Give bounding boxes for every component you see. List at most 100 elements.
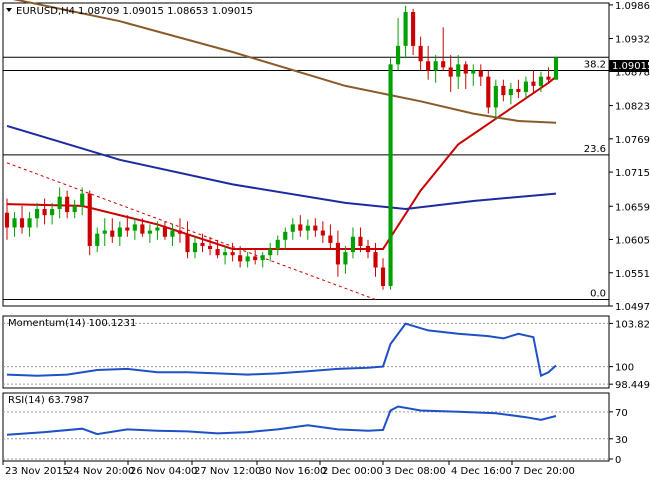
candle-body (147, 230, 152, 234)
candle-body (87, 193, 92, 246)
candle-body (245, 256, 250, 262)
moving-average-line (6, 75, 557, 250)
candle-body (207, 245, 213, 250)
candle-body (388, 64, 393, 286)
momentum-tick-label: 100 (615, 363, 634, 374)
candle-body (298, 224, 303, 231)
candle-body (110, 230, 115, 237)
candle-body (448, 67, 453, 77)
rsi-tick-label: 0 (615, 455, 621, 466)
candle-body (19, 218, 25, 228)
time-tick-label: 26 Nov 04:00 (130, 466, 197, 477)
candle-body (523, 81, 528, 93)
price-tick-label: 1.06595 (615, 202, 650, 213)
fib-level-label: 38.2 (584, 59, 606, 70)
candle-body (117, 227, 122, 237)
moving-average-line (6, 124, 557, 211)
chart-title: EURUSD,H4 (16, 6, 75, 17)
candle-body (433, 61, 438, 71)
fib-level-label: 0.0 (590, 289, 606, 300)
candle-body (72, 205, 77, 213)
candle-body (57, 196, 62, 210)
candle-body (238, 255, 243, 262)
candle-body (373, 252, 378, 268)
candle-body (411, 12, 416, 46)
candle-body (441, 61, 446, 68)
moving-average-line (12, 0, 557, 124)
momentum-panel (2, 315, 610, 389)
time-tick-label: 3 Dec 08:00 (385, 466, 446, 477)
momentum-line (6, 322, 557, 378)
candle-body (531, 81, 536, 86)
candle-body (170, 230, 175, 237)
candle-body (162, 227, 167, 237)
time-tick-label: 30 Nov 16:00 (259, 466, 326, 477)
candle-body (35, 209, 40, 219)
candle-body (102, 230, 107, 234)
price-tick-label: 1.07150 (615, 168, 650, 179)
price-tick-label: 1.09865 (615, 1, 650, 12)
current-price-marker (609, 60, 649, 72)
time-tick-label: 4 Dec 16:00 (451, 466, 512, 477)
price-tick-label: 1.04975 (615, 302, 650, 313)
candle-body (328, 235, 333, 243)
candle-body (305, 225, 310, 231)
candle-body (471, 70, 476, 74)
candle-body (275, 239, 280, 250)
candle-body (516, 88, 521, 93)
candle-body (463, 64, 468, 74)
candle-body (553, 57, 559, 80)
candle-body (200, 242, 205, 246)
price-tick-label: 1.09320 (615, 34, 650, 45)
candle-body (290, 224, 295, 232)
candle-body (365, 245, 371, 253)
candle-body (396, 45, 401, 65)
rsi-title: RSI(14) 63.7987 (8, 395, 89, 406)
candle-body (283, 231, 288, 240)
candle-body (335, 242, 340, 265)
candle-body (80, 193, 85, 206)
candle-body (380, 267, 386, 286)
candle-body (403, 12, 408, 46)
candle-body (95, 233, 100, 246)
ohlc-values: 1.08709 1.09015 1.08653 1.09015 (78, 6, 253, 17)
candle-body (546, 76, 551, 80)
candle-body (343, 252, 348, 265)
candle-body (486, 76, 491, 108)
candle-body (132, 224, 137, 231)
momentum-tick-label: 103.8215 (615, 319, 650, 330)
price-axis: 1.09865 1.09320 1.08785 1.08230 1.07690 1.071… (609, 1, 650, 313)
time-tick-label: 7 Dec 20:00 (514, 466, 575, 477)
time-tick-label: 23 Nov 2015 (5, 466, 69, 477)
price-tick-label: 1.06055 (615, 236, 650, 247)
price-tick-label: 1.07690 (615, 135, 650, 146)
candle-body (27, 218, 32, 228)
collapse-triangle-icon[interactable] (6, 8, 12, 12)
momentum-tick-label: 98.4494 (615, 380, 650, 391)
candle-body (493, 85, 498, 108)
candle-body (12, 218, 17, 228)
rsi-line (6, 405, 557, 436)
candle-body (253, 256, 258, 261)
candle-body (350, 236, 356, 253)
current-price-label: 1.09015 (612, 61, 650, 72)
candle-body (65, 196, 70, 213)
candle-body (4, 212, 10, 228)
candle-body (418, 45, 423, 62)
fibonacci-levels: 38.2 23.6 0.0 (3, 56, 609, 301)
candle-body (268, 249, 273, 256)
candle-body (260, 255, 265, 261)
candle-body (538, 76, 544, 86)
price-tick-label: 1.08230 (615, 102, 650, 113)
candle-body (192, 242, 198, 253)
price-tick-label: 1.05515 (615, 269, 650, 280)
candles (4, 5, 559, 290)
candle-body (456, 64, 461, 77)
time-tick-label: 27 Nov 12:00 (194, 466, 261, 477)
candle-body (42, 209, 47, 216)
rsi-tick-label: 70 (615, 408, 628, 419)
candle-body (125, 227, 130, 231)
candle-body (358, 236, 363, 246)
